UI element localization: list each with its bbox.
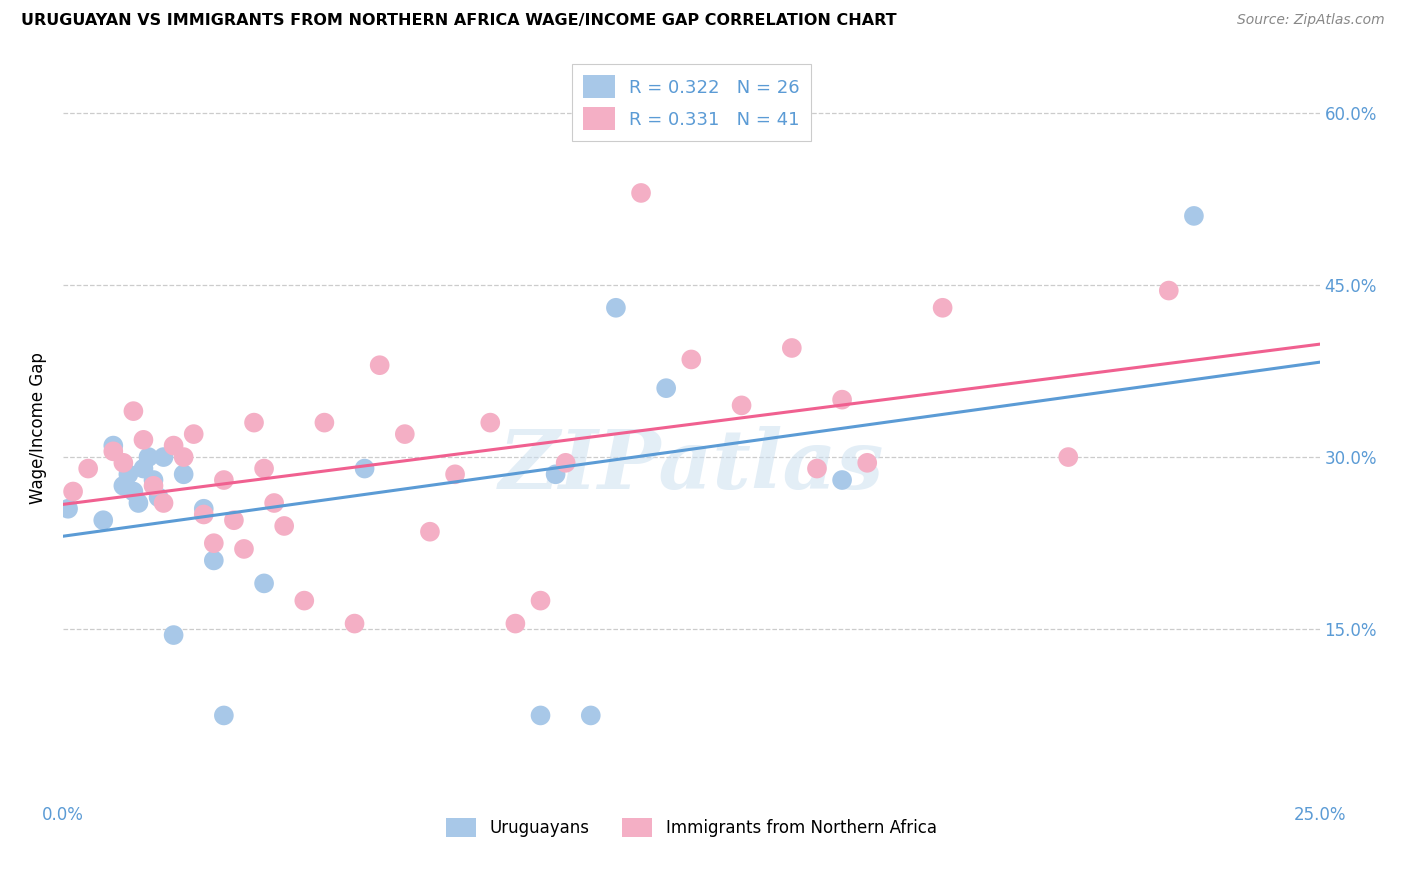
Text: URUGUAYAN VS IMMIGRANTS FROM NORTHERN AFRICA WAGE/INCOME GAP CORRELATION CHART: URUGUAYAN VS IMMIGRANTS FROM NORTHERN AF… (21, 13, 897, 29)
Text: ZIPatlas: ZIPatlas (499, 425, 884, 506)
Point (1057, 450, 1080, 464)
Point (193, 501, 215, 516)
Point (193, 508, 215, 522)
Point (62, 484, 84, 499)
Point (183, 427, 205, 442)
Point (103, 444, 125, 458)
Point (554, 456, 576, 470)
Point (831, 392, 853, 407)
Point (243, 416, 266, 430)
Point (529, 593, 551, 607)
Point (56, 501, 79, 516)
Point (655, 381, 678, 395)
Point (112, 456, 135, 470)
Point (780, 341, 803, 355)
Point (202, 553, 225, 567)
Point (212, 473, 235, 487)
Point (222, 513, 245, 527)
Point (394, 427, 416, 442)
Point (479, 416, 502, 430)
Point (1182, 209, 1205, 223)
Point (579, 708, 602, 723)
Point (444, 467, 467, 482)
Point (132, 461, 155, 475)
Point (681, 352, 703, 367)
Point (138, 450, 160, 464)
Point (162, 628, 184, 642)
Point (122, 484, 145, 499)
Point (122, 404, 145, 418)
Point (152, 450, 174, 464)
Point (806, 461, 828, 475)
Point (202, 536, 225, 550)
Point (77, 461, 100, 475)
Point (544, 467, 567, 482)
Point (112, 479, 135, 493)
Point (103, 439, 125, 453)
Y-axis label: Wage/Income Gap: Wage/Income Gap (30, 352, 46, 504)
Point (353, 461, 375, 475)
Point (173, 467, 195, 482)
Point (162, 439, 184, 453)
Point (117, 467, 139, 482)
Point (419, 524, 441, 539)
Point (343, 616, 366, 631)
Text: Source: ZipAtlas.com: Source: ZipAtlas.com (1237, 13, 1385, 28)
Point (212, 708, 235, 723)
Point (1157, 284, 1180, 298)
Point (91, 513, 114, 527)
Point (368, 358, 391, 372)
Point (273, 519, 295, 533)
Point (148, 490, 170, 504)
Point (233, 541, 256, 556)
Legend: Uruguayans, Immigrants from Northern Africa: Uruguayans, Immigrants from Northern Afr… (437, 810, 945, 846)
Point (263, 496, 285, 510)
Point (730, 398, 752, 412)
Point (292, 593, 315, 607)
Point (529, 708, 551, 723)
Point (630, 186, 652, 200)
Point (931, 301, 953, 315)
Point (856, 456, 879, 470)
Point (831, 473, 853, 487)
Point (605, 301, 627, 315)
Point (505, 616, 527, 631)
Point (142, 473, 165, 487)
Point (173, 450, 195, 464)
Point (127, 496, 149, 510)
Point (253, 576, 276, 591)
Point (132, 433, 155, 447)
Point (314, 416, 336, 430)
Point (253, 461, 276, 475)
Point (142, 479, 165, 493)
Point (152, 496, 174, 510)
